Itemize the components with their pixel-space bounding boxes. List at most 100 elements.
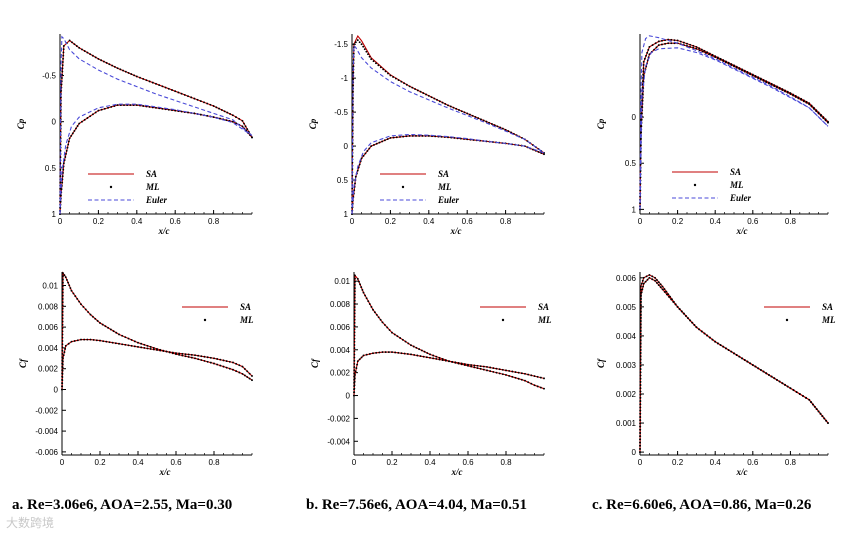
ml-point xyxy=(358,163,361,166)
ml-point xyxy=(80,303,82,306)
y-tick-label: 0.002 xyxy=(38,365,59,374)
ml-point xyxy=(501,368,504,371)
ml-point xyxy=(789,93,792,95)
ml-point xyxy=(103,107,106,110)
ml-point xyxy=(365,50,368,53)
y-axis-label: Cp xyxy=(308,118,318,129)
ml-point xyxy=(639,163,642,166)
ml-point xyxy=(397,79,400,82)
ml-point xyxy=(74,295,77,298)
ml-point xyxy=(404,340,407,343)
cp-a-axes: 0 0.2 0.4 0.6 0.8 -0.5 0 0.5 1 x/c Cp xyxy=(16,34,253,236)
ml-point xyxy=(642,67,645,70)
ml-point xyxy=(353,391,356,394)
x-tick-label: 0 xyxy=(350,217,355,226)
ml-point xyxy=(436,98,438,101)
ml-point xyxy=(640,282,643,285)
ml-point xyxy=(62,168,65,171)
cf-a-legend: SA ML xyxy=(182,302,254,325)
ml-point xyxy=(430,96,433,99)
series-ml-upper xyxy=(59,39,253,215)
ml-point xyxy=(356,277,359,280)
ml-point xyxy=(353,328,356,331)
ml-point xyxy=(377,316,380,319)
ml-point xyxy=(393,333,396,336)
ml-point xyxy=(643,57,646,60)
ml-point xyxy=(730,64,733,66)
ml-point xyxy=(206,356,209,359)
legend-ml-swatch xyxy=(501,318,505,322)
ml-point xyxy=(353,353,356,356)
ml-point xyxy=(133,345,136,348)
x-tick-label: 0.6 xyxy=(747,458,759,467)
ml-point xyxy=(639,313,642,316)
ml-point xyxy=(639,137,642,140)
ml-point xyxy=(353,302,356,305)
y-tick-label: 0.008 xyxy=(330,300,351,309)
ml-point xyxy=(360,43,363,46)
ml-point xyxy=(373,311,376,314)
ml-point xyxy=(639,374,642,377)
ml-point xyxy=(689,43,692,46)
ml-point xyxy=(358,41,361,44)
ml-point xyxy=(425,93,428,96)
ml-point xyxy=(102,340,105,343)
ml-point xyxy=(61,360,64,363)
ml-point xyxy=(416,354,419,357)
y-tick-label: 0.5 xyxy=(337,176,349,185)
ml-point xyxy=(746,71,749,74)
ml-point xyxy=(251,379,253,382)
ml-point xyxy=(735,354,738,356)
ml-point xyxy=(738,355,741,358)
ml-point xyxy=(372,308,374,311)
ml-point xyxy=(778,380,781,383)
ml-point xyxy=(372,143,375,146)
ml-point xyxy=(639,415,642,418)
ml-point xyxy=(59,181,62,184)
ml-point xyxy=(795,391,798,394)
ml-point xyxy=(353,312,356,315)
ml-point xyxy=(61,346,64,349)
ml-point xyxy=(167,87,170,90)
ml-point xyxy=(384,351,387,354)
ml-point xyxy=(819,412,822,415)
ml-point xyxy=(657,284,660,287)
ml-point xyxy=(61,275,64,278)
ml-point xyxy=(193,97,196,100)
ml-point xyxy=(751,74,754,77)
ml-point xyxy=(351,155,354,158)
cp-b-legend: SA ML Euler xyxy=(380,169,460,205)
ml-point xyxy=(354,41,357,44)
ml-point xyxy=(229,112,232,115)
ml-point xyxy=(102,60,105,63)
ml-point xyxy=(64,276,67,279)
ml-point xyxy=(692,44,695,47)
ml-point xyxy=(392,136,395,139)
ml-point xyxy=(61,343,64,346)
ml-point xyxy=(423,350,426,353)
ml-point xyxy=(107,326,110,329)
ml-point xyxy=(639,323,642,325)
caption-c: c. Re=6.60e6, AOA=0.86, Ma=0.26 xyxy=(592,497,812,513)
y-tick-label: -0.004 xyxy=(327,437,350,446)
ml-point xyxy=(127,337,130,340)
ml-point xyxy=(537,150,540,153)
ml-point xyxy=(251,375,253,377)
ml-point xyxy=(754,75,757,78)
ml-point xyxy=(749,362,752,365)
ml-point xyxy=(360,157,363,160)
ml-point xyxy=(646,278,649,281)
ml-point xyxy=(353,321,356,324)
ml-point xyxy=(367,300,370,303)
series-euler-lower xyxy=(639,47,829,210)
ml-point xyxy=(61,379,64,382)
ml-point xyxy=(127,344,130,347)
ml-point xyxy=(108,63,111,66)
ml-point xyxy=(61,385,64,388)
ml-point xyxy=(121,334,124,337)
ml-point xyxy=(89,53,92,56)
ml-point xyxy=(62,54,65,57)
x-tick-label: 0.2 xyxy=(672,458,684,467)
ml-point xyxy=(672,300,675,303)
ml-point xyxy=(400,352,403,355)
